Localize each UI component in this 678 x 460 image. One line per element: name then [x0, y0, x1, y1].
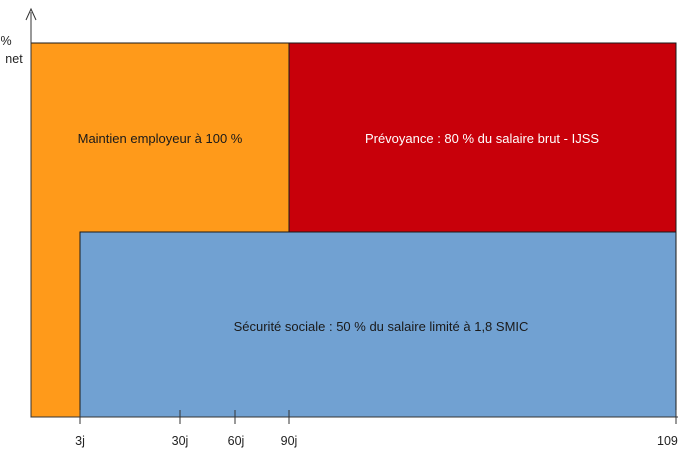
y-axis-arrow-icon	[25, 7, 37, 21]
employer-block-label: Maintien employeur à 100 %	[78, 131, 243, 146]
x-tick-label-1095j: 1095j	[657, 434, 678, 448]
x-tick-label-90j: 90j	[281, 434, 298, 448]
x-tick-label-60j: 60j	[228, 434, 245, 448]
x-tick-label-30j: 30j	[172, 434, 189, 448]
x-tick-label-3j: 3j	[75, 434, 85, 448]
y-axis-label-percent: %	[0, 34, 11, 48]
securite-sociale-block-label: Sécurité sociale : 50 % du salaire limit…	[234, 319, 529, 334]
securite-sociale-block	[79, 231, 677, 418]
y-axis-label-net: net	[5, 52, 23, 66]
prevoyance-block	[288, 42, 677, 233]
prevoyance-block-label: Prévoyance : 80 % du salaire brut - IJSS	[365, 131, 599, 146]
